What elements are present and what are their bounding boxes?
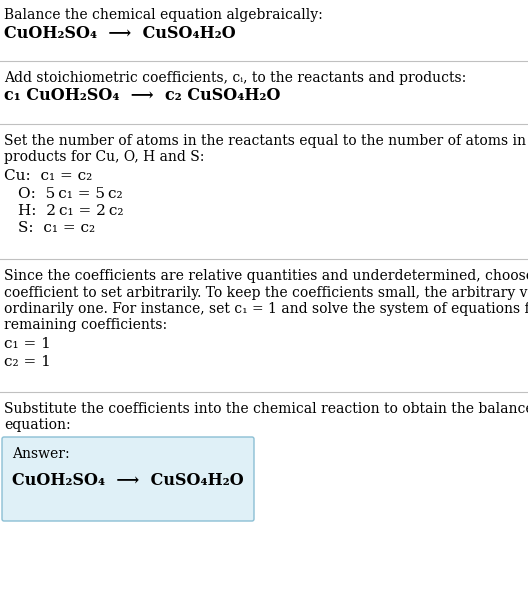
Text: Since the coefficients are relative quantities and underdetermined, choose a: Since the coefficients are relative quan… <box>4 269 528 283</box>
Text: Set the number of atoms in the reactants equal to the number of atoms in the: Set the number of atoms in the reactants… <box>4 134 528 148</box>
Text: Balance the chemical equation algebraically:: Balance the chemical equation algebraica… <box>4 8 323 22</box>
Text: equation:: equation: <box>4 419 71 433</box>
Text: c₂ = 1: c₂ = 1 <box>4 355 51 368</box>
Text: Add stoichiometric coefficients, cᵢ, to the reactants and products:: Add stoichiometric coefficients, cᵢ, to … <box>4 71 466 85</box>
Text: Substitute the coefficients into the chemical reaction to obtain the balanced: Substitute the coefficients into the che… <box>4 402 528 416</box>
Text: H:  2 c₁ = 2 c₂: H: 2 c₁ = 2 c₂ <box>18 204 124 218</box>
Text: Cu:  c₁ = c₂: Cu: c₁ = c₂ <box>4 169 92 183</box>
Text: products for Cu, O, H and S:: products for Cu, O, H and S: <box>4 150 204 164</box>
Text: CuOH₂SO₄  ⟶  CuSO₄H₂O: CuOH₂SO₄ ⟶ CuSO₄H₂O <box>12 471 244 489</box>
Text: CuOH₂SO₄  ⟶  CuSO₄H₂O: CuOH₂SO₄ ⟶ CuSO₄H₂O <box>4 24 235 41</box>
Text: coefficient to set arbitrarily. To keep the coefficients small, the arbitrary va: coefficient to set arbitrarily. To keep … <box>4 285 528 299</box>
Text: c₁ CuOH₂SO₄  ⟶  c₂ CuSO₄H₂O: c₁ CuOH₂SO₄ ⟶ c₂ CuSO₄H₂O <box>4 87 280 104</box>
Text: c₁ = 1: c₁ = 1 <box>4 337 51 351</box>
Text: O:  5 c₁ = 5 c₂: O: 5 c₁ = 5 c₂ <box>18 187 122 201</box>
Text: S:  c₁ = c₂: S: c₁ = c₂ <box>18 222 95 236</box>
Text: remaining coefficients:: remaining coefficients: <box>4 319 167 333</box>
Text: Answer:: Answer: <box>12 447 70 461</box>
FancyBboxPatch shape <box>2 437 254 521</box>
Text: ordinarily one. For instance, set c₁ = 1 and solve the system of equations for t: ordinarily one. For instance, set c₁ = 1… <box>4 302 528 316</box>
